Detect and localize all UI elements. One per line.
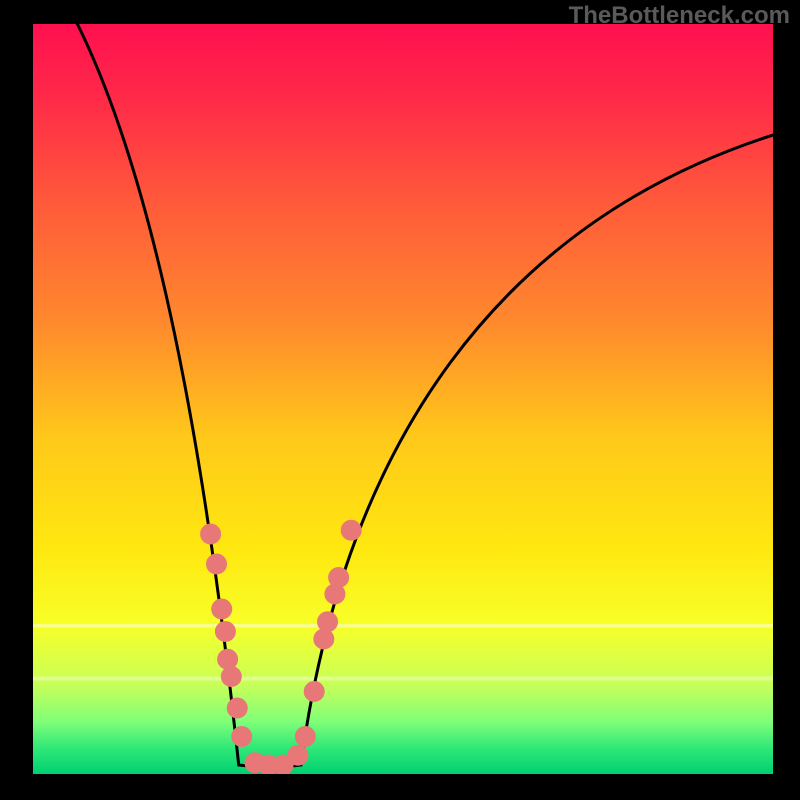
marker-point bbox=[341, 520, 361, 540]
marker-point bbox=[201, 524, 221, 544]
marker-point bbox=[318, 612, 338, 632]
marker-point bbox=[227, 698, 247, 718]
marker-point bbox=[314, 629, 334, 649]
marker-point bbox=[221, 667, 241, 687]
marker-point bbox=[215, 622, 235, 642]
marker-point bbox=[218, 649, 238, 669]
marker-point bbox=[295, 727, 315, 747]
marker-point bbox=[329, 568, 349, 588]
marker-point bbox=[207, 554, 227, 574]
plot-area bbox=[33, 24, 773, 774]
marker-layer bbox=[33, 24, 773, 774]
marker-point bbox=[304, 682, 324, 702]
figure-root: TheBottleneck.com bbox=[0, 0, 800, 800]
marker-point bbox=[288, 745, 308, 765]
marker-point bbox=[212, 599, 232, 619]
marker-point bbox=[232, 727, 252, 747]
